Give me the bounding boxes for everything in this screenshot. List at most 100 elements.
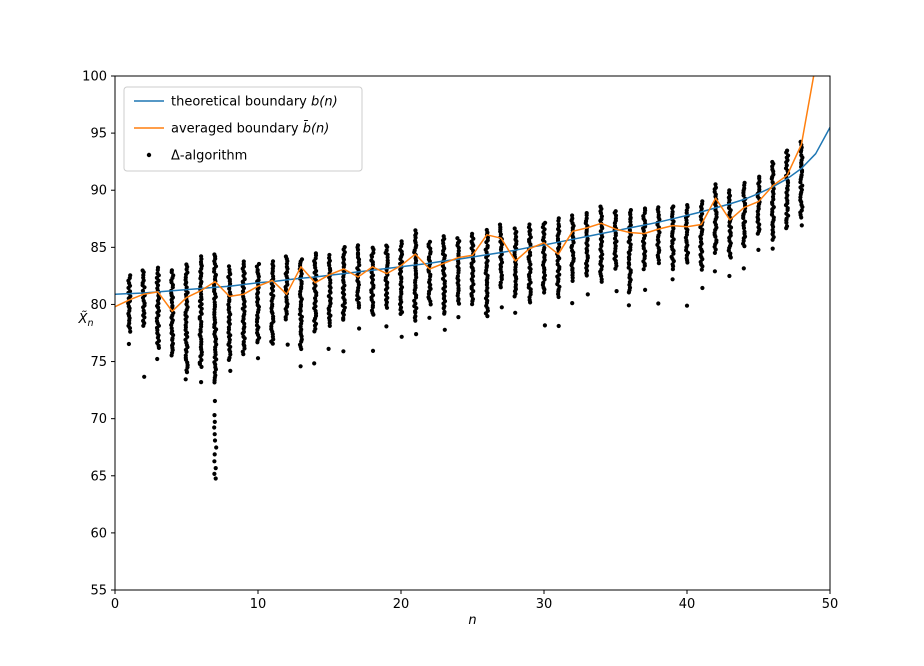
scatter-dot <box>399 334 404 339</box>
scatter-dot <box>528 300 533 305</box>
scatter-dot <box>212 413 217 418</box>
scatter-dot <box>542 277 547 282</box>
scatter-dot <box>169 270 174 275</box>
x-tick-label: 50 <box>822 597 839 612</box>
scatter-dot <box>255 327 260 332</box>
scatter-dot <box>428 274 433 279</box>
x-axis-label: n <box>468 613 476 628</box>
scatter-dot <box>226 264 232 269</box>
scatter-dot <box>371 247 376 252</box>
scatter-dot <box>757 176 762 181</box>
scatter-dot <box>584 213 589 218</box>
scatter-dot <box>499 305 504 310</box>
scatter-dot <box>727 212 732 217</box>
scatter-dot <box>212 452 217 457</box>
scatter-dot <box>228 368 233 373</box>
scatter-dot <box>456 315 461 320</box>
scatter-dot <box>727 220 732 225</box>
scatter-dot <box>357 326 362 331</box>
scatter-dot <box>183 272 189 277</box>
scatter-dot <box>299 346 304 352</box>
scatter-dot <box>771 169 776 174</box>
scatter-dot <box>171 333 176 338</box>
scatter-dot <box>627 257 632 262</box>
scatter-dot <box>155 335 160 340</box>
scatter-dot <box>126 341 131 347</box>
scatter-dot <box>599 243 604 249</box>
scatter-dot <box>728 255 733 260</box>
scatter-dot <box>170 285 175 290</box>
scatter-dot <box>641 228 646 233</box>
scatter-dot <box>255 356 261 361</box>
scatter-dot <box>371 312 376 317</box>
scatter-dot <box>199 306 204 311</box>
y-tick-label: 75 <box>90 355 107 370</box>
scatter-dot <box>370 305 375 310</box>
scatter-dot <box>213 466 218 471</box>
scatter-dot <box>341 274 346 280</box>
scatter-dot <box>442 327 447 332</box>
scatter-dot <box>212 419 217 424</box>
scatter-dot <box>700 285 705 291</box>
scatter-dot <box>598 229 603 234</box>
scatter-dot <box>643 287 648 292</box>
scatter-dot <box>241 273 246 278</box>
scatter-dot <box>427 315 432 320</box>
scatter-dot <box>226 327 232 332</box>
scatter-dot <box>341 317 346 322</box>
scatter-dot <box>298 364 303 369</box>
scatter-dot <box>212 269 217 274</box>
legend: theoretical boundary b(n) averaged bounda… <box>123 86 363 172</box>
scatter-dot <box>642 263 647 268</box>
scatter-dot <box>241 326 246 331</box>
scatter-dot <box>484 255 489 260</box>
scatter-dot <box>255 287 260 292</box>
scatter-dot <box>456 270 461 275</box>
scatter-dot <box>713 182 718 187</box>
scatter-dot <box>328 285 333 290</box>
scatter-dot <box>342 292 347 297</box>
scatter-dot <box>199 364 204 369</box>
scatter-dot <box>512 294 517 299</box>
scatter-dot <box>570 278 575 283</box>
scatter-dot <box>770 237 775 242</box>
scatter-dot <box>613 233 618 238</box>
legend-entry-label: Δ-algorithm <box>171 149 247 164</box>
y-tick-label: 100 <box>82 70 107 85</box>
scatter-dot <box>284 261 289 266</box>
scatter-dot <box>512 226 517 231</box>
scatter-dot <box>355 290 360 295</box>
scatter-dot <box>383 287 389 292</box>
scatter-dot <box>414 332 419 337</box>
scatter-dot <box>327 263 332 268</box>
scatter-dot <box>198 276 203 281</box>
scatter-dot <box>599 274 604 279</box>
scatter-dot <box>213 476 218 481</box>
scatter-dot <box>656 261 662 266</box>
scatter-dot <box>698 236 704 241</box>
scatter-dot <box>384 305 390 310</box>
y-tick-label: 55 <box>90 584 107 599</box>
scatter-dot <box>371 300 376 305</box>
scatter-dot <box>254 264 259 269</box>
scatter-dot <box>585 243 590 248</box>
scatter-dot <box>713 247 718 252</box>
scatter-dot <box>584 250 589 255</box>
scatter-dot <box>399 244 404 249</box>
scatter-dot <box>285 342 290 347</box>
scatter-dot <box>156 345 161 350</box>
scatter-dot <box>499 269 504 275</box>
scatter-dot <box>727 273 732 279</box>
y-tick-label: 60 <box>90 526 107 541</box>
scatter-dot <box>341 312 346 317</box>
scatter-dot <box>571 240 576 245</box>
scatter-dot <box>169 353 174 358</box>
scatter-dot <box>498 285 503 290</box>
scatter-dot <box>199 380 204 385</box>
scatter-dot <box>284 311 289 316</box>
scatter-dot <box>484 240 489 245</box>
scatter-dot <box>671 251 676 256</box>
scatter-dot <box>355 247 361 252</box>
scatter-dot <box>657 217 662 222</box>
scatter-dot <box>570 301 575 306</box>
